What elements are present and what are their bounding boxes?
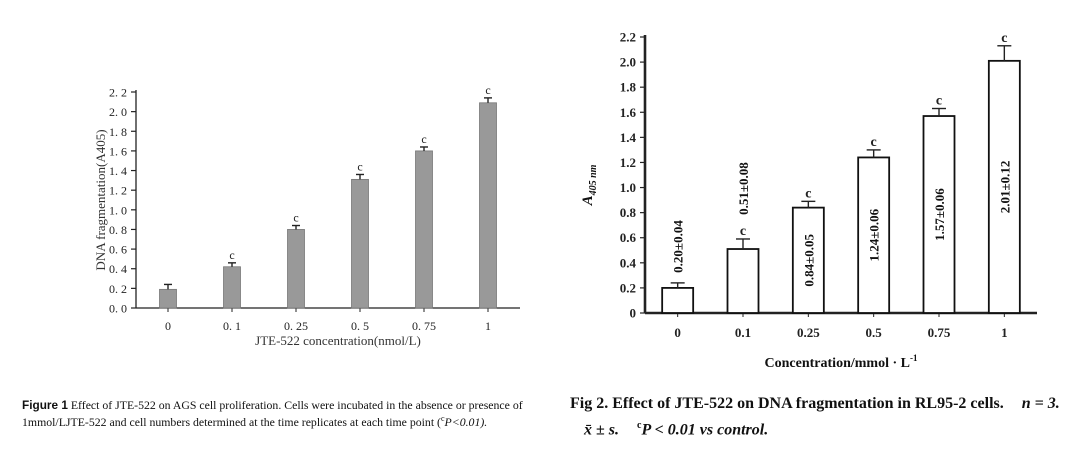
chart-2-x-axis-label: Concentration/mmol · L-1 xyxy=(765,353,918,371)
c2-x-tick-label: 0 xyxy=(674,325,681,340)
c2-y-tick-label: 0.2 xyxy=(620,280,636,295)
c2-value-label: 0.51±0.08 xyxy=(736,162,751,215)
c1-significance-label: c xyxy=(485,83,490,97)
c2-value-label: 1.57±0.06 xyxy=(932,188,947,241)
c2-bar xyxy=(791,206,825,314)
c2-significance-label: c xyxy=(871,135,877,150)
c1-significance-label: c xyxy=(229,248,234,262)
c2-value-label: 0.84±0.05 xyxy=(801,233,816,286)
c2-value-label: 1.24±0.06 xyxy=(867,208,882,261)
chart-2-y-axis-label-main: A xyxy=(580,195,596,206)
c2-significance-label: c xyxy=(805,186,811,201)
c2-significance-label: c xyxy=(936,94,942,109)
c1-y-tick-label: 2. 2 xyxy=(109,86,127,100)
c2-significance-label: c xyxy=(740,224,746,239)
chart-1-y-axis-label-text: DNA fragmentation(A405) xyxy=(93,129,108,270)
c1-x-tick-label: 0. 25 xyxy=(284,319,308,333)
figure-1-caption-tail: P<0.01). xyxy=(444,414,488,429)
figure-2-caption-mean: x̄ ± s. xyxy=(584,421,620,439)
c2-y-tick-label: 0 xyxy=(630,306,637,321)
chart-1-bars: c c c c c xyxy=(159,83,497,309)
figure-2-caption-sup: c xyxy=(637,420,642,431)
c2-x-tick-label: 0.75 xyxy=(928,325,951,340)
c2-x-tick-label: 1 xyxy=(1001,325,1008,340)
chart-1-x-axis-label: JTE-522 concentration(nmol/L) xyxy=(255,333,421,348)
chart-2-bars: 0.20±0.04 c 0.51±0.08 c 0.84±0.05 c 1.24±0.06 c… xyxy=(661,31,1021,314)
c2-y-tick-label: 0.6 xyxy=(620,230,637,245)
c2-y-tick-label: 0.8 xyxy=(620,205,637,220)
figure-2-caption: Fig 2. Effect of JTE-522 on DNA fragment… xyxy=(570,393,1070,441)
chart-1-y-axis-label: DNA fragmentation(A405) xyxy=(93,129,108,270)
chart-2-y-axis-label-sub: 405 nm xyxy=(588,164,599,196)
c1-significance-label: c xyxy=(357,159,362,173)
c1-x-tick-label: 0. 5 xyxy=(351,319,369,333)
c1-y-tick-label: 1. 6 xyxy=(109,144,127,158)
c2-significance-label: c xyxy=(1001,31,1007,46)
c2-value-label: 2.01±0.12 xyxy=(997,161,1012,214)
figure-1-caption-sup: c xyxy=(440,414,445,423)
c1-x-tick-label: 1 xyxy=(485,319,491,333)
c2-bar xyxy=(726,248,760,314)
chart-2-x-axis-label-sup: -1 xyxy=(910,353,918,363)
c2-y-tick-label: 1.8 xyxy=(620,80,637,95)
c1-y-tick-label: 1. 0 xyxy=(109,203,127,217)
c2-y-tick-label: 1.6 xyxy=(620,105,637,120)
chart-2-x-axis-label-main: Concentration/mmol · L xyxy=(765,356,910,371)
c1-y-tick-label: 0. 4 xyxy=(109,262,127,276)
c2-y-tick-label: 1.2 xyxy=(620,155,636,170)
c1-x-tick-label: 0 xyxy=(165,319,171,333)
c1-significance-label: c xyxy=(421,132,426,146)
c1-y-tick-label: 2. 0 xyxy=(109,105,127,119)
chart-2-axes: 0 0.2 0.4 0.6 0.8 1.0 1.2 1.4 1.6 1.8 2.0 2.2 0 0.1 0.… xyxy=(620,30,1037,340)
figure-2-caption-text: Effect of JTE-522 on DNA fragmentation i… xyxy=(612,395,1004,412)
c2-x-tick-label: 0.1 xyxy=(735,325,751,340)
figure-1-caption: Figure 1 Effect of JTE-522 on AGS cell p… xyxy=(22,398,542,429)
figure-2-caption-tail: P < 0.01 vs control. xyxy=(641,421,769,439)
c2-y-tick-label: 1.4 xyxy=(620,130,637,145)
chart-2: 0 0.2 0.4 0.6 0.8 1.0 1.2 1.4 1.6 1.8 2.0 2.2 0 0.1 0.… xyxy=(580,30,1037,371)
c1-bar xyxy=(351,178,369,309)
c1-bar xyxy=(287,229,305,309)
chart-2-y-axis-label: A405 nm xyxy=(580,164,599,206)
c1-bar xyxy=(415,150,433,309)
c2-value-label: 0.20±0.04 xyxy=(671,220,686,273)
c1-x-tick-label: 0. 75 xyxy=(412,319,436,333)
c1-bar xyxy=(223,266,241,309)
c1-y-tick-label: 0. 8 xyxy=(109,223,127,237)
chart-1-axes: 0. 0 0. 2 0. 4 0. 6 0. 8 1. 0 1. 2 1. 4 1. 6 1. 8… xyxy=(109,86,520,333)
figure-2-caption-lead: Fig 2. xyxy=(570,395,609,412)
c2-y-tick-label: 2.2 xyxy=(620,30,636,45)
c1-bar xyxy=(159,288,177,309)
c2-y-tick-label: 2.0 xyxy=(620,55,636,70)
c1-y-tick-label: 0. 2 xyxy=(109,282,127,296)
figure-1-caption-text: Effect of JTE-522 on AGS cell proliferat… xyxy=(22,398,523,429)
figure-2-caption-n: n = 3. xyxy=(1021,395,1060,412)
c2-x-tick-label: 0.25 xyxy=(797,325,820,340)
c2-y-tick-label: 1.0 xyxy=(620,180,636,195)
c1-y-tick-label: 0. 6 xyxy=(109,243,127,257)
figure-1-caption-lead: Figure 1 xyxy=(22,398,68,412)
c1-significance-label: c xyxy=(293,211,298,225)
c2-bar xyxy=(987,59,1021,314)
chart-1: 0. 0 0. 2 0. 4 0. 6 0. 8 1. 0 1. 2 1. 4 1. 6 1. 8… xyxy=(93,83,520,348)
c2-bar xyxy=(661,287,695,314)
c2-y-tick-label: 0.4 xyxy=(620,255,637,270)
c1-x-tick-label: 0. 1 xyxy=(223,319,241,333)
c1-y-tick-label: 0. 0 xyxy=(109,302,127,316)
c2-x-tick-label: 0.5 xyxy=(866,325,883,340)
c1-y-tick-label: 1. 4 xyxy=(109,164,127,178)
c1-bar xyxy=(479,102,497,309)
c1-y-tick-label: 1. 2 xyxy=(109,184,127,198)
c1-y-tick-label: 1. 8 xyxy=(109,125,127,139)
